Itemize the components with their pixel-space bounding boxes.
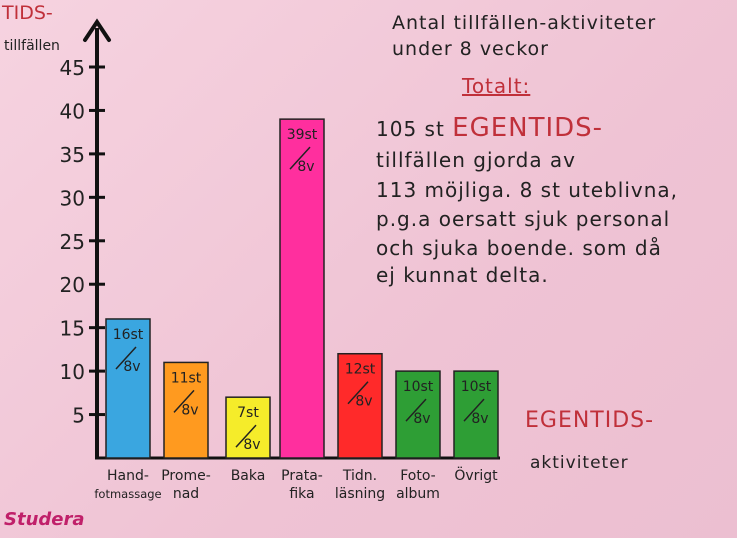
y-tick-label: 5 xyxy=(72,404,85,428)
bar-data-label-sub: 8v xyxy=(297,159,314,175)
y-tick-label: 15 xyxy=(60,317,85,341)
y-tick-label: 25 xyxy=(60,230,85,254)
x-tick-label: Baka xyxy=(231,468,266,484)
bar-label-slash xyxy=(289,146,311,170)
note-line-4: p.g.a oersatt sjuk personal xyxy=(376,207,671,231)
note-line-2: tillfällen gjorda av xyxy=(376,148,577,172)
x-tick-label: Prome- xyxy=(161,468,211,484)
bar xyxy=(225,396,271,459)
x-tick-label: fotmassage xyxy=(94,487,161,501)
bar-data-label: 10st xyxy=(461,379,492,395)
y-tick-label: 10 xyxy=(60,360,85,384)
x-tick-label: Hand- xyxy=(107,468,149,484)
bar-label-slash xyxy=(347,381,369,405)
bar-data-label: 11st xyxy=(171,370,202,386)
x-axis-subtitle: aktiviteter xyxy=(530,453,629,473)
y-tick-label: 30 xyxy=(60,186,85,210)
chart-title-line2: under 8 veckor xyxy=(392,38,549,60)
bar-label-slash xyxy=(173,389,195,413)
bar-data-label: 39st xyxy=(287,127,318,143)
bar-data-label-sub: 8v xyxy=(243,437,260,453)
note-line-6: ej kunnat delta. xyxy=(376,263,549,287)
note-line-3: 113 möjliga. 8 st uteblivna, xyxy=(376,178,679,202)
note-emphasis: EGENTIDS- xyxy=(452,113,604,143)
bar xyxy=(395,370,441,459)
x-tick-label: album xyxy=(396,486,440,502)
x-tick-label: fika xyxy=(289,486,314,502)
bar-data-label: 16st xyxy=(113,327,144,343)
bar xyxy=(337,352,383,459)
bar-data-label-sub: 8v xyxy=(471,411,488,427)
bar xyxy=(105,318,151,459)
bar-data-label: 12st xyxy=(345,362,376,378)
x-tick-label: Tidn. xyxy=(342,468,377,484)
bar-data-label-sub: 8v xyxy=(413,411,430,427)
bar-label-slash xyxy=(405,398,427,422)
x-tick-label: Övrigt xyxy=(454,466,498,484)
y-tick-label: 35 xyxy=(60,143,85,167)
y-axis-subtitle: tillfällen xyxy=(4,38,60,54)
note-line-1: 105 st EGENTIDS- xyxy=(376,113,603,143)
bar-label-slash xyxy=(463,398,485,422)
bar-data-label: 10st xyxy=(403,379,434,395)
x-tick-label: läsning xyxy=(335,486,385,502)
note-count: 105 st xyxy=(376,117,453,141)
y-tick-label: 40 xyxy=(60,99,85,123)
bar xyxy=(279,118,325,459)
x-tick-label: Foto- xyxy=(400,468,436,484)
y-tick-label: 45 xyxy=(60,56,85,80)
bar-data-label-sub: 8v xyxy=(181,402,198,418)
x-axis-title: EGENTIDS- xyxy=(525,408,655,433)
signature-logo: Studera xyxy=(4,509,85,530)
bar-data-label-sub: 8v xyxy=(123,359,140,375)
y-axis-arrow xyxy=(83,18,111,42)
x-tick-label: nad xyxy=(173,486,199,502)
bar-data-label-sub: 8v xyxy=(355,394,372,410)
bar-data-label: 7st xyxy=(237,405,259,421)
y-axis-title: TIDS- xyxy=(2,2,53,24)
y-tick-label: 20 xyxy=(60,273,85,297)
total-heading: Totalt: xyxy=(462,74,531,98)
x-tick-label: Prata- xyxy=(281,468,323,484)
bar-label-slash xyxy=(235,424,257,448)
bar xyxy=(163,361,209,459)
bar xyxy=(453,370,499,459)
note-line-5: och sjuka boende. som då xyxy=(376,236,662,260)
chart-title-line1: Antal tillfällen-aktiviteter xyxy=(392,12,657,34)
bar-label-slash xyxy=(115,346,137,370)
